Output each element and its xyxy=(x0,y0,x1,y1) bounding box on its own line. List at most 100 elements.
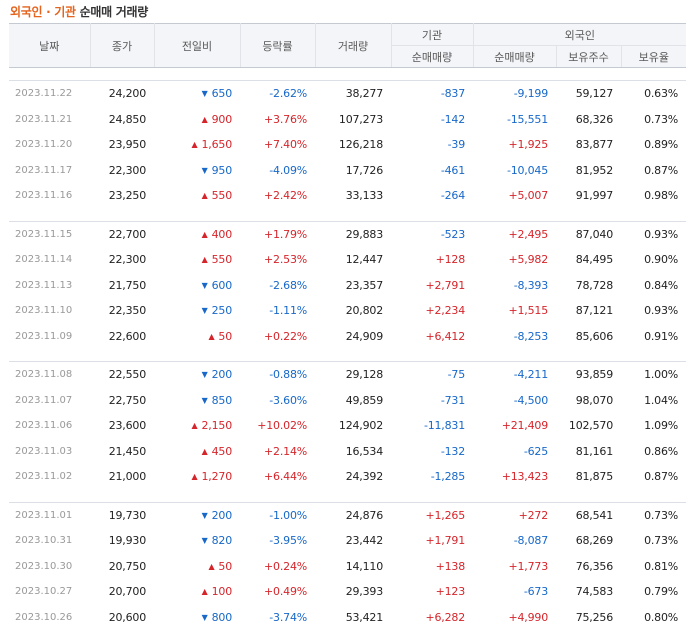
cell-frgn-net: +2,495 xyxy=(473,221,556,247)
cell-change: ▲1,650 xyxy=(154,132,240,158)
cell-change: ▼200 xyxy=(154,502,240,528)
cell-date: 2023.11.21 xyxy=(9,107,90,133)
cell-inst-net: +2,791 xyxy=(391,273,473,299)
cell-rate: +0.22% xyxy=(240,324,315,350)
cell-rate: +2.53% xyxy=(240,247,315,273)
change-value: 950 xyxy=(212,164,232,177)
cell-frgn-net: +4,990 xyxy=(473,605,556,630)
cell-change: ▲50 xyxy=(154,324,240,350)
change-value: 250 xyxy=(212,304,232,317)
cell-volume: 17,726 xyxy=(315,158,391,184)
cell-date: 2023.11.22 xyxy=(9,81,90,107)
cell-rate: +0.49% xyxy=(240,579,315,605)
triangle-up-icon: ▲ xyxy=(208,332,214,341)
cell-frgn-net: +1,925 xyxy=(473,132,556,158)
cell-frgn-net: +21,409 xyxy=(473,413,556,439)
cell-close: 24,200 xyxy=(90,81,154,107)
cell-close: 20,600 xyxy=(90,605,154,630)
cell-rate: -3.74% xyxy=(240,605,315,630)
cell-frgn-net: -15,551 xyxy=(473,107,556,133)
cell-date: 2023.11.02 xyxy=(9,464,90,490)
change-value: 1,650 xyxy=(202,138,233,151)
cell-change: ▼250 xyxy=(154,298,240,324)
cell-frgn-net: -9,199 xyxy=(473,81,556,107)
cell-volume: 38,277 xyxy=(315,81,391,107)
change-value: 200 xyxy=(212,368,232,381)
cell-close: 24,850 xyxy=(90,107,154,133)
cell-ratio: 0.87% xyxy=(621,464,686,490)
cell-inst-net: -39 xyxy=(391,132,473,158)
cell-inst-net: -75 xyxy=(391,362,473,388)
cell-volume: 29,128 xyxy=(315,362,391,388)
cell-ratio: 0.80% xyxy=(621,605,686,630)
cell-change: ▲550 xyxy=(154,183,240,209)
cell-ratio: 0.81% xyxy=(621,554,686,580)
cell-inst-net: -11,831 xyxy=(391,413,473,439)
cell-volume: 107,273 xyxy=(315,107,391,133)
header-institution: 기관 xyxy=(391,24,473,46)
cell-holdings: 91,997 xyxy=(556,183,621,209)
cell-rate: +10.02% xyxy=(240,413,315,439)
cell-inst-net: -142 xyxy=(391,107,473,133)
cell-ratio: 0.73% xyxy=(621,502,686,528)
cell-volume: 23,442 xyxy=(315,528,391,554)
change-value: 550 xyxy=(212,253,232,266)
cell-holdings: 75,256 xyxy=(556,605,621,630)
change-value: 850 xyxy=(212,394,232,407)
cell-volume: 29,883 xyxy=(315,221,391,247)
cell-close: 21,750 xyxy=(90,273,154,299)
triangle-up-icon: ▲ xyxy=(202,115,208,124)
cell-rate: +1.79% xyxy=(240,221,315,247)
cell-inst-net: +128 xyxy=(391,247,473,273)
page-title: 외국인 · 기관 순매매 거래량 xyxy=(10,3,148,21)
cell-volume: 14,110 xyxy=(315,554,391,580)
cell-volume: 126,218 xyxy=(315,132,391,158)
cell-holdings: 102,570 xyxy=(556,413,621,439)
header-inst-net: 순매매량 xyxy=(391,46,473,68)
header-date: 날짜 xyxy=(9,24,90,68)
cell-change: ▲400 xyxy=(154,221,240,247)
cell-change: ▼950 xyxy=(154,158,240,184)
cell-close: 21,450 xyxy=(90,439,154,465)
cell-rate: +3.76% xyxy=(240,107,315,133)
cell-inst-net: -731 xyxy=(391,388,473,414)
cell-inst-net: -837 xyxy=(391,81,473,107)
cell-inst-net: +1,791 xyxy=(391,528,473,554)
header-close: 종가 xyxy=(90,24,154,68)
cell-rate: -1.11% xyxy=(240,298,315,324)
cell-rate: -2.62% xyxy=(240,81,315,107)
cell-close: 22,750 xyxy=(90,388,154,414)
cell-rate: +2.42% xyxy=(240,183,315,209)
cell-close: 20,700 xyxy=(90,579,154,605)
change-value: 100 xyxy=(212,585,232,598)
cell-date: 2023.11.15 xyxy=(9,221,90,247)
cell-close: 19,930 xyxy=(90,528,154,554)
change-value: 900 xyxy=(212,113,232,126)
cell-inst-net: -461 xyxy=(391,158,473,184)
cell-rate: -1.00% xyxy=(240,502,315,528)
cell-holdings: 84,495 xyxy=(556,247,621,273)
cell-change: ▲ 900 xyxy=(154,107,240,133)
cell-change: ▲50 xyxy=(154,554,240,580)
header-rate: 등락률 xyxy=(240,24,315,68)
cell-rate: +2.14% xyxy=(240,439,315,465)
cell-date: 2023.11.17 xyxy=(9,158,90,184)
cell-inst-net: +6,412 xyxy=(391,324,473,350)
triangle-down-icon: ▼ xyxy=(202,613,208,622)
cell-frgn-net: -4,500 xyxy=(473,388,556,414)
triangle-up-icon: ▲ xyxy=(202,230,208,239)
cell-frgn-net: +5,007 xyxy=(473,183,556,209)
cell-date: 2023.10.30 xyxy=(9,554,90,580)
triangle-down-icon: ▼ xyxy=(202,370,208,379)
header-ratio: 보유율 xyxy=(621,46,686,68)
cell-inst-net: +6,282 xyxy=(391,605,473,630)
change-value: 450 xyxy=(212,445,232,458)
header-frgn-net: 순매매량 xyxy=(473,46,556,68)
trading-table: 날짜 종가 전일비 등락률 거래량 기관 외국인 순매매량 순매매량 보유주수 … xyxy=(9,23,686,630)
cell-date: 2023.11.13 xyxy=(9,273,90,299)
